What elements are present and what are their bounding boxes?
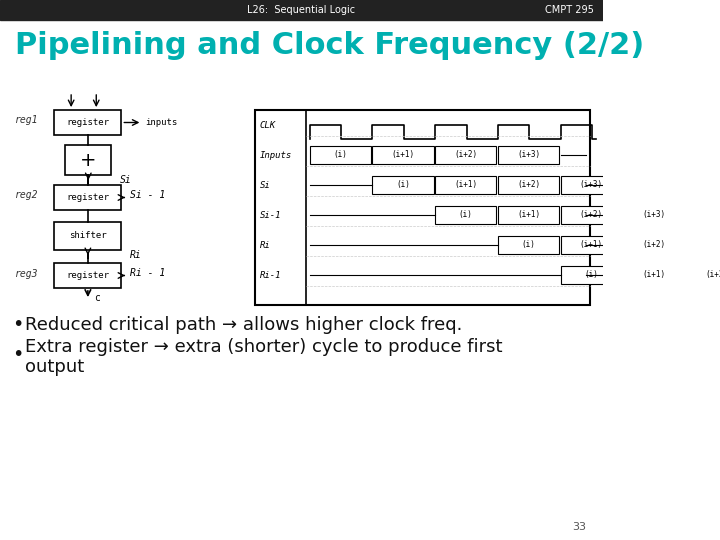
Text: shifter: shifter <box>69 232 107 240</box>
Text: output: output <box>25 358 84 376</box>
Text: 33: 33 <box>572 522 586 532</box>
Bar <box>624 206 685 224</box>
Text: (i): (i) <box>459 211 473 219</box>
Bar <box>561 266 622 284</box>
Text: Si-1: Si-1 <box>259 211 281 219</box>
Bar <box>686 266 720 284</box>
Bar <box>55 110 122 135</box>
Bar <box>561 206 622 224</box>
Text: (i+3): (i+3) <box>580 180 603 190</box>
Text: •: • <box>12 346 24 365</box>
Bar <box>436 206 496 224</box>
Text: (i): (i) <box>585 271 598 280</box>
Text: reg3: reg3 <box>15 269 39 279</box>
Text: Ri: Ri <box>259 240 270 249</box>
Bar <box>372 176 433 194</box>
Text: Si: Si <box>259 180 270 190</box>
Bar <box>498 236 559 254</box>
Text: Extra register → extra (shorter) cycle to produce first: Extra register → extra (shorter) cycle t… <box>25 338 503 356</box>
Text: (i+3): (i+3) <box>517 151 540 159</box>
Bar <box>436 146 496 164</box>
Text: (i): (i) <box>521 240 536 249</box>
Bar <box>436 176 496 194</box>
Bar <box>498 146 559 164</box>
Text: (i): (i) <box>396 180 410 190</box>
Bar <box>66 145 112 175</box>
Text: (i+2): (i+2) <box>706 271 720 280</box>
Text: CMPT 295: CMPT 295 <box>545 5 593 15</box>
Text: (i+1): (i+1) <box>580 240 603 249</box>
Text: Si: Si <box>120 175 132 185</box>
Bar <box>256 110 590 305</box>
Text: inputs: inputs <box>145 118 177 127</box>
Bar <box>55 222 122 250</box>
Bar <box>624 266 685 284</box>
Text: Si - 1: Si - 1 <box>130 191 165 200</box>
Bar <box>561 236 622 254</box>
Bar <box>372 146 433 164</box>
Text: (i): (i) <box>333 151 347 159</box>
Text: +: + <box>80 151 96 170</box>
Text: Inputs: Inputs <box>259 151 292 159</box>
Text: L26:  Sequential Logic: L26: Sequential Logic <box>247 5 356 15</box>
Bar <box>55 263 122 288</box>
Text: (i+2): (i+2) <box>580 211 603 219</box>
Text: (i+2): (i+2) <box>517 180 540 190</box>
Bar <box>624 236 685 254</box>
Text: register: register <box>66 118 109 127</box>
Text: (i+1): (i+1) <box>392 151 415 159</box>
Text: (i+2): (i+2) <box>642 240 666 249</box>
Bar <box>498 176 559 194</box>
Text: (i+1): (i+1) <box>642 271 666 280</box>
Bar <box>55 185 122 210</box>
Text: reg2: reg2 <box>15 190 39 200</box>
Text: •: • <box>12 315 24 334</box>
Text: Reduced critical path → allows higher clock freq.: Reduced critical path → allows higher cl… <box>25 316 462 334</box>
Text: register: register <box>66 271 109 280</box>
Text: (i+1): (i+1) <box>454 180 477 190</box>
Bar <box>561 176 622 194</box>
Text: Ri-1: Ri-1 <box>259 271 281 280</box>
Bar <box>498 206 559 224</box>
Text: Pipelining and Clock Frequency (2/2): Pipelining and Clock Frequency (2/2) <box>15 30 644 59</box>
Bar <box>0 0 603 20</box>
Bar <box>310 146 371 164</box>
Text: (i+2): (i+2) <box>454 151 477 159</box>
Text: (i+1): (i+1) <box>517 211 540 219</box>
Text: register: register <box>66 193 109 202</box>
Text: CLK: CLK <box>259 120 276 130</box>
Text: c: c <box>94 293 101 303</box>
Text: Ri: Ri <box>130 250 142 260</box>
Text: Ri - 1: Ri - 1 <box>130 268 165 279</box>
Text: (i+3): (i+3) <box>642 211 666 219</box>
Text: reg1: reg1 <box>15 115 39 125</box>
